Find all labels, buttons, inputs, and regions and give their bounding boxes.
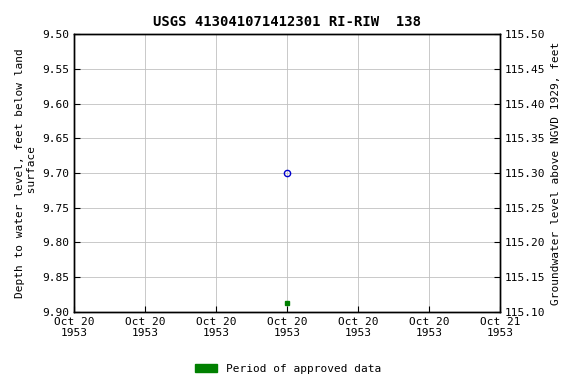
Legend: Period of approved data: Period of approved data bbox=[191, 359, 385, 379]
Y-axis label: Groundwater level above NGVD 1929, feet: Groundwater level above NGVD 1929, feet bbox=[551, 41, 561, 305]
Y-axis label: Depth to water level, feet below land
 surface: Depth to water level, feet below land su… bbox=[15, 48, 37, 298]
Title: USGS 413041071412301 RI-RIW  138: USGS 413041071412301 RI-RIW 138 bbox=[153, 15, 421, 29]
